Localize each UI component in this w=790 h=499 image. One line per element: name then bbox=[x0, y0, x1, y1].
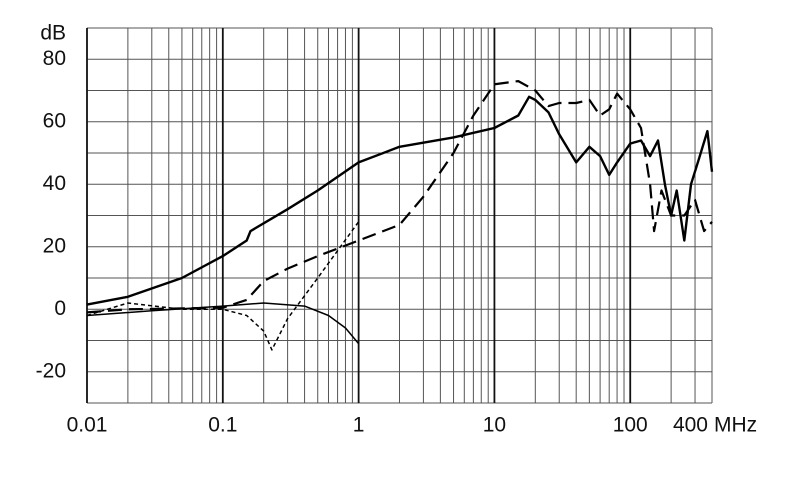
y-tick-label: 20 bbox=[43, 234, 66, 257]
series-line bbox=[86, 221, 360, 351]
y-tick-label: 60 bbox=[43, 109, 66, 132]
y-axis-label: dB bbox=[40, 22, 66, 45]
y-tick-label: -20 bbox=[36, 359, 66, 382]
x-tick-label: 0.1 bbox=[208, 414, 237, 437]
y-tick-label: 40 bbox=[43, 172, 66, 195]
x-tick-label: 400 bbox=[673, 414, 708, 437]
series-line bbox=[86, 302, 360, 345]
x-tick-label: 100 bbox=[613, 414, 648, 437]
series-line bbox=[86, 95, 714, 306]
y-tick-label: 0 bbox=[54, 297, 66, 320]
series-line bbox=[86, 79, 713, 314]
x-tick-label: 0.01 bbox=[67, 414, 108, 437]
x-axis-label: MHz bbox=[714, 414, 757, 437]
x-tick-label: 10 bbox=[483, 414, 506, 437]
x-tick-label: 1 bbox=[353, 414, 365, 437]
y-tick-label: 80 bbox=[43, 47, 66, 70]
